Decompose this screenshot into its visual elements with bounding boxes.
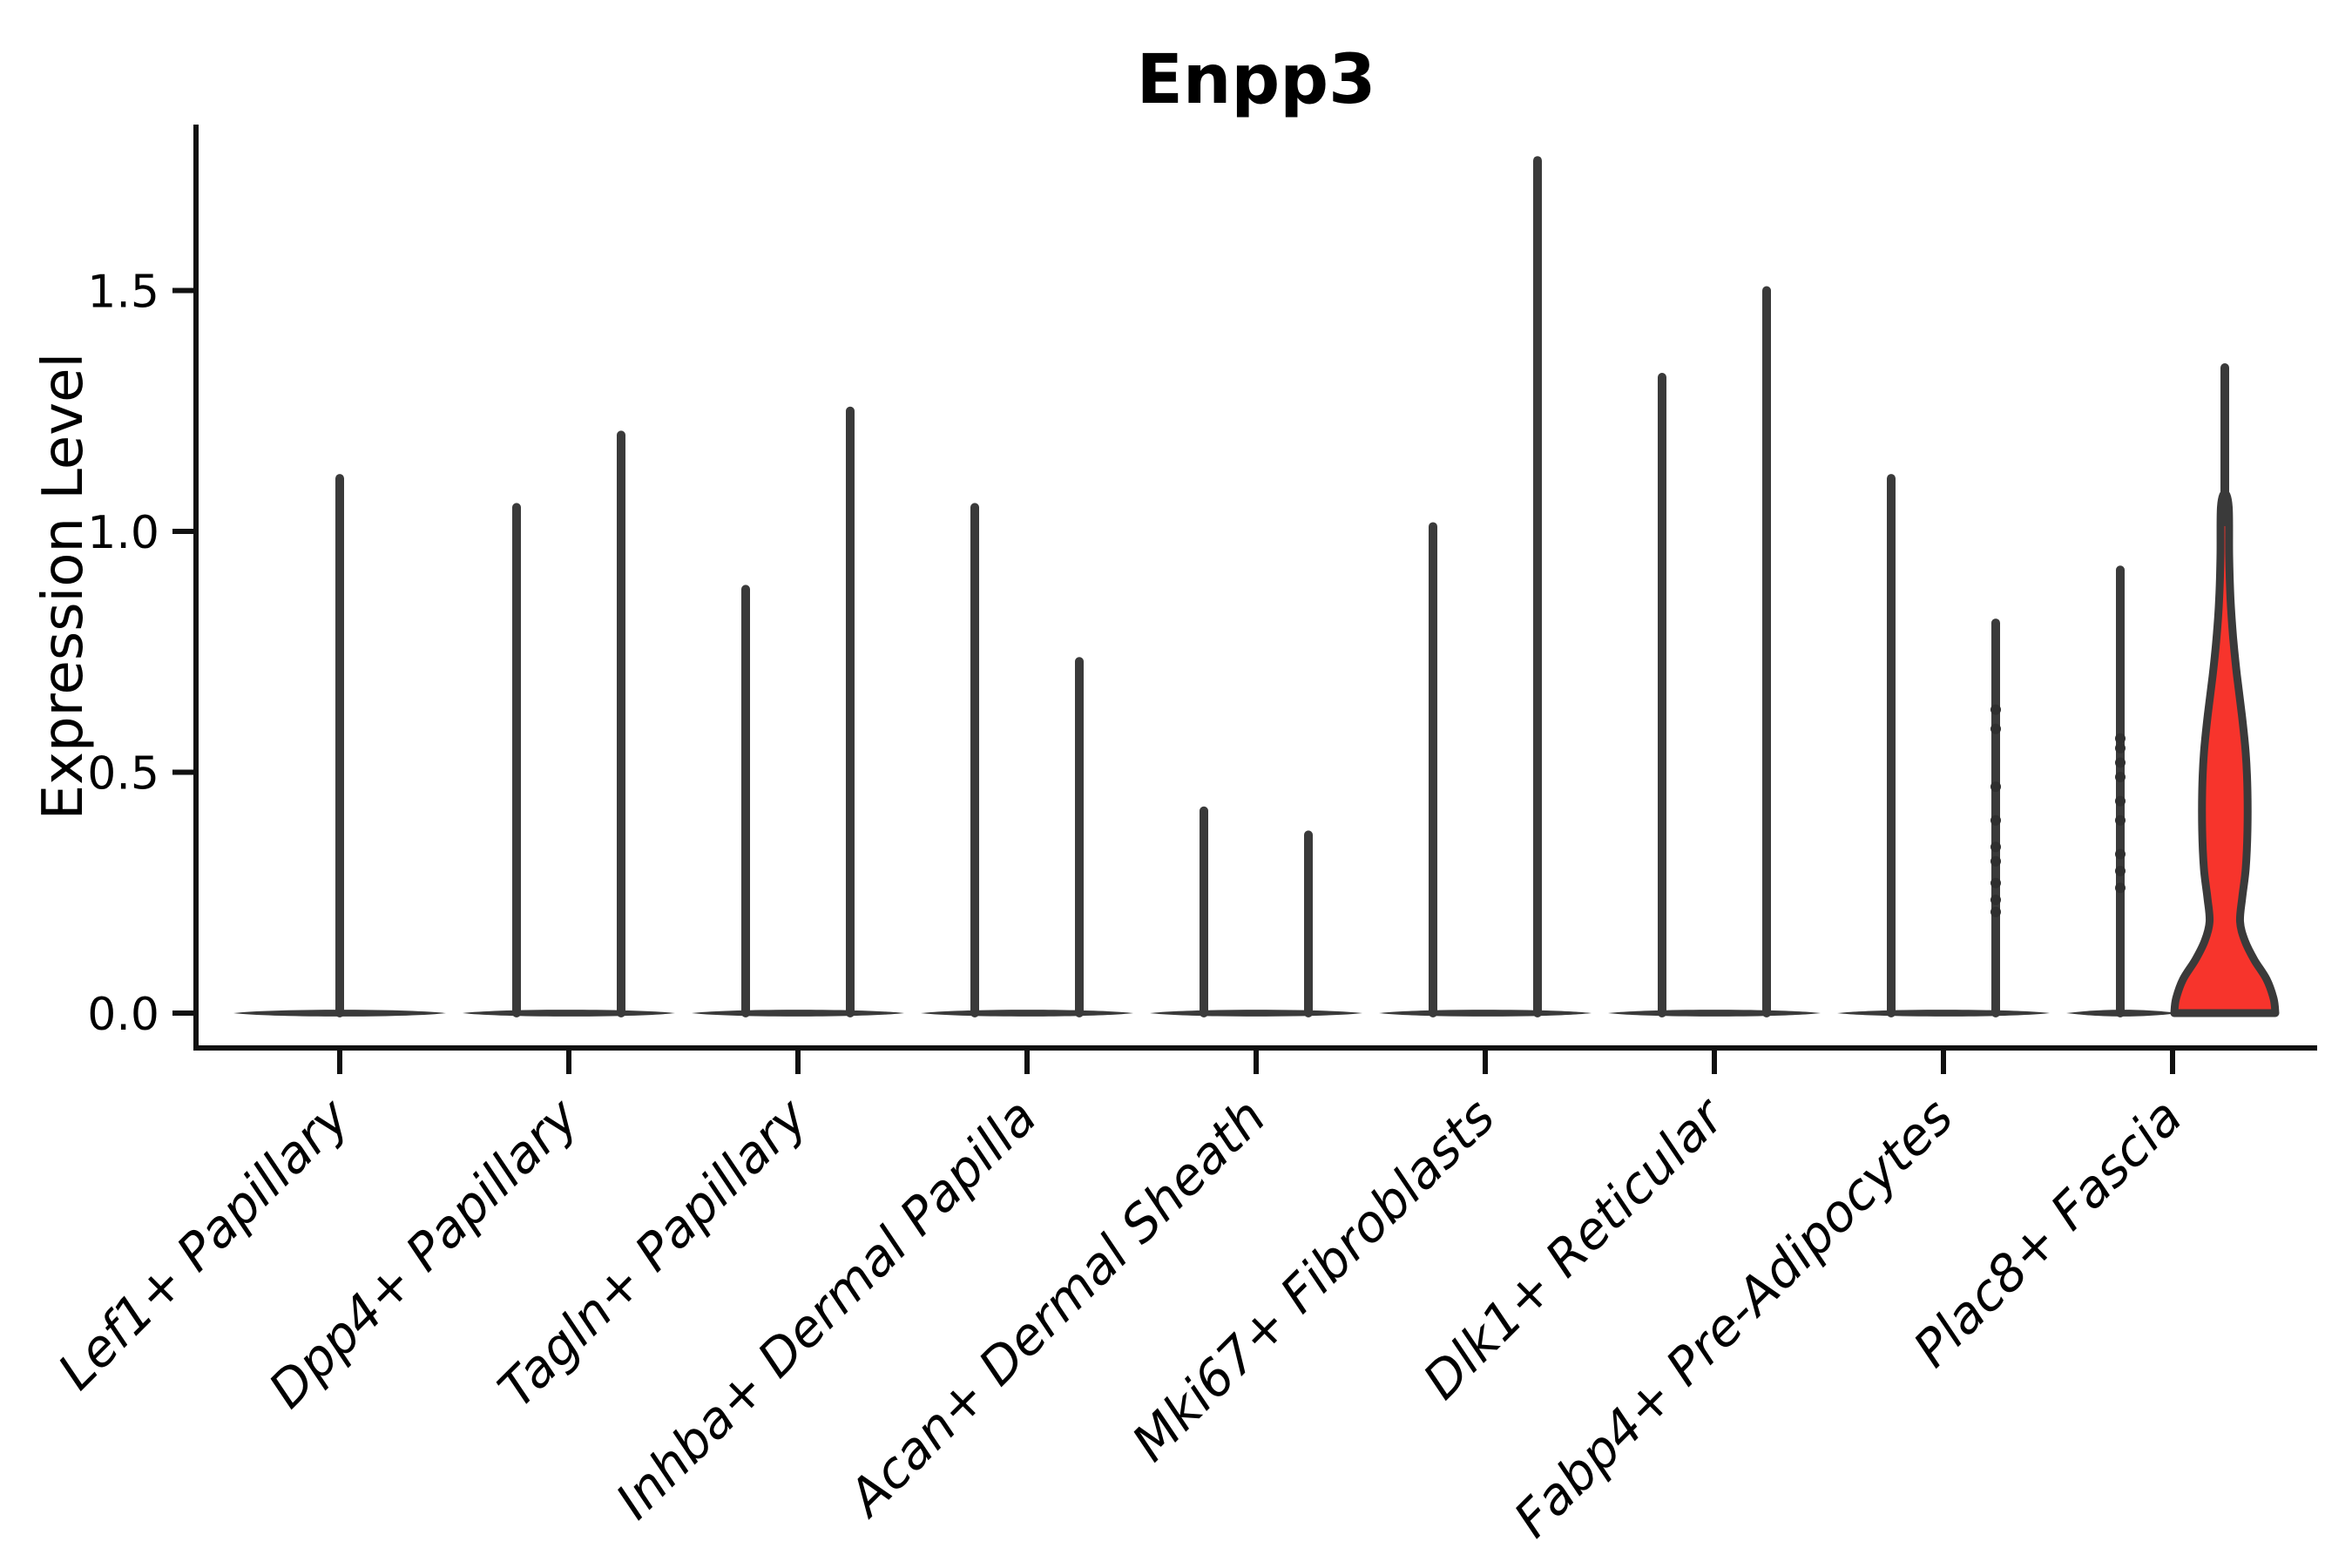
expression-dot [1990, 704, 2001, 715]
axes-layer [172, 125, 2317, 1074]
y-tick-label: 0.0 [87, 989, 159, 1041]
expression-dot [1990, 814, 2001, 826]
y-tick-label: 1.0 [87, 507, 159, 559]
expression-dot [1990, 841, 2001, 853]
violin-base [463, 1010, 675, 1017]
expression-dot [1990, 855, 2001, 867]
violins-layer [233, 156, 2280, 1017]
expression-dot [1990, 906, 2001, 917]
y-axis-label: Expression Level [31, 353, 96, 821]
expression-dot [2115, 733, 2126, 744]
expression-dot [1990, 723, 2001, 734]
expression-dot [2115, 795, 2126, 807]
expression-dot [2115, 772, 2126, 783]
expression-dot [1990, 895, 2001, 906]
violin-base [1150, 1010, 1362, 1017]
expression-dot [2115, 882, 2126, 894]
chart-title: Enpp3 [1137, 41, 1376, 119]
expression-dot [2115, 814, 2126, 826]
violin-base [1837, 1010, 2050, 1017]
x-tick-label: Acan+ Dermal Sheath [835, 1087, 1277, 1530]
expression-dot [2115, 865, 2126, 876]
y-tick-labels: 0.0 0.5 1.0 1.5 [87, 267, 159, 1042]
x-tick-label: Inhba+ Dermal Papilla [605, 1087, 1048, 1531]
expression-dot [2115, 757, 2126, 768]
expression-dot [2115, 848, 2126, 860]
violin-base [1379, 1010, 1592, 1017]
expression-dot [1990, 781, 2001, 793]
x-tick-label: Fabp4+ Pre-Adipocytes [1503, 1087, 1964, 1549]
expression-dot [2115, 742, 2126, 754]
expression-dot [1990, 877, 2001, 889]
violin-base [1608, 1010, 1821, 1017]
violin-base [921, 1010, 1133, 1017]
violin-base [692, 1010, 904, 1017]
y-tick-label: 0.5 [87, 748, 159, 801]
y-tick-label: 1.5 [87, 267, 159, 319]
highlight-violin [2170, 489, 2280, 1017]
